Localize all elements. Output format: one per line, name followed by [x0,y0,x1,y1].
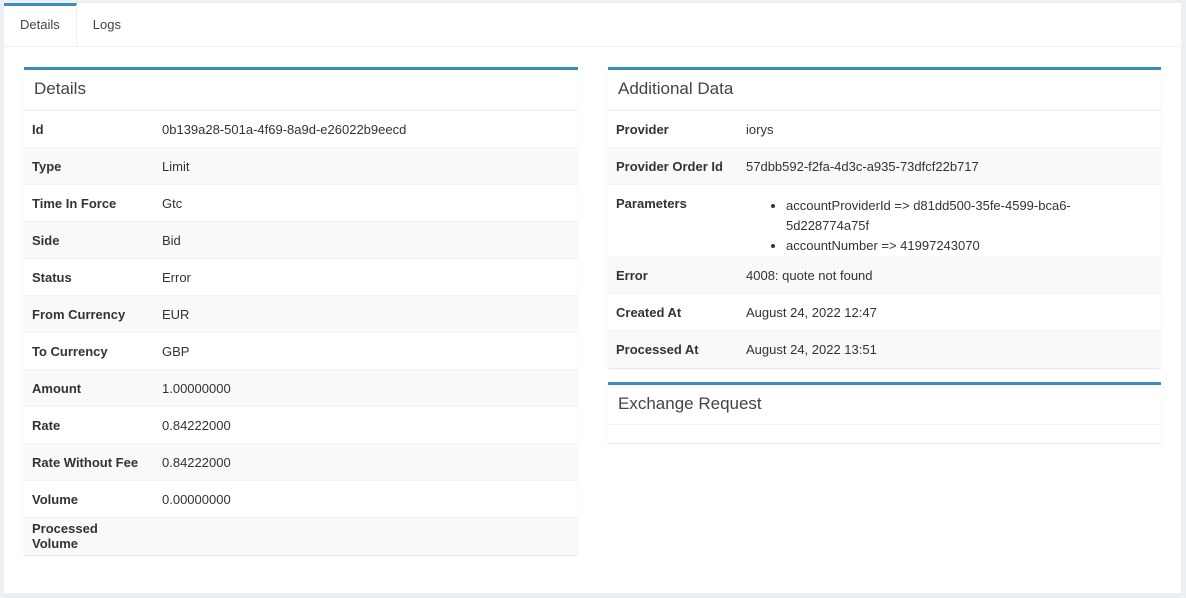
row-value: Bid [154,221,578,259]
row-value: Error [154,258,578,296]
provider-label: Provider [608,110,738,148]
row-value: Limit [154,147,578,185]
provider-order-id-label: Provider Order Id [608,147,738,185]
table-row: Provider iorys [608,110,1161,148]
row-label: Time In Force [24,184,154,222]
table-row: Type Limit [24,147,578,185]
table-row: To Currency GBP [24,332,578,370]
table-row: From Currency EUR [24,295,578,333]
parameters-label: Parameters [608,184,738,257]
table-row: Error 4008: quote not found [608,256,1161,294]
row-label: Processed Volume [24,517,154,555]
row-label: Amount [24,369,154,407]
tab-bar: Details Logs [4,3,1181,47]
table-row: Rate Without Fee 0.84222000 [24,443,578,481]
row-value: 1.00000000 [154,369,578,407]
row-label: Rate [24,406,154,444]
row-label: Type [24,147,154,185]
created-at-value: August 24, 2022 12:47 [738,293,1161,331]
table-row: Status Error [24,258,578,296]
parameter-item: accountNumber => 41997243070 [786,236,1153,256]
processed-at-label: Processed At [608,330,738,368]
tab-details[interactable]: Details [4,3,77,46]
exchange-request-title: Exchange Request [608,385,1161,425]
table-row: Amount 1.00000000 [24,369,578,407]
table-row: Processed Volume [24,517,578,555]
table-row: Created At August 24, 2022 12:47 [608,293,1161,331]
additional-data-title: Additional Data [608,70,1161,110]
content-panel: Details Logs Details Id 0b139a28-501a-4f6… [4,3,1181,593]
row-label: Side [24,221,154,259]
details-box: Details Id 0b139a28-501a-4f69-8a9d-e26022… [24,67,578,555]
row-label: Id [24,110,154,148]
table-row: Time In Force Gtc [24,184,578,222]
parameter-item: accountProviderId => d81dd500-35fe-4599-… [786,196,1153,236]
table-row: Id 0b139a28-501a-4f69-8a9d-e26022b9eecd [24,110,578,148]
row-value: 0.00000000 [154,480,578,518]
row-label: From Currency [24,295,154,333]
details-title: Details [24,70,578,110]
parameters-list: accountProviderId => d81dd500-35fe-4599-… [746,196,1153,256]
error-value: 4008: quote not found [738,256,1161,294]
table-row: Rate 0.84222000 [24,406,578,444]
row-label: Volume [24,480,154,518]
row-label: To Currency [24,332,154,370]
row-value: GBP [154,332,578,370]
created-at-label: Created At [608,293,738,331]
provider-order-id-value: 57dbb592-f2fa-4d3c-a935-73dfcf22b717 [738,147,1161,185]
table-row: Provider Order Id 57dbb592-f2fa-4d3c-a935… [608,147,1161,185]
additional-data-table: Provider iorys Provider Order Id 57dbb592-… [608,110,1161,368]
additional-data-box: Additional Data Provider iorys Provider O… [608,67,1161,368]
table-row: Processed At August 24, 2022 13:51 [608,330,1161,368]
table-row: Volume 0.00000000 [24,480,578,518]
details-table: Id 0b139a28-501a-4f69-8a9d-e26022b9eecd Ty… [24,110,578,555]
processed-at-value: August 24, 2022 13:51 [738,330,1161,368]
row-value [154,517,578,555]
tab-logs[interactable]: Logs [92,17,121,32]
row-value: 0.84222000 [154,406,578,444]
error-label: Error [608,256,738,294]
table-row: Side Bid [24,221,578,259]
table-row: Parameters accountProviderId => d81dd500… [608,184,1161,257]
row-value: 0.84222000 [154,443,578,481]
exchange-request-box: Exchange Request [608,382,1161,443]
row-value: 0b139a28-501a-4f69-8a9d-e26022b9eecd [154,110,578,148]
row-label: Rate Without Fee [24,443,154,481]
provider-value: iorys [738,110,1161,148]
row-value: Gtc [154,184,578,222]
row-value: EUR [154,295,578,333]
row-label: Status [24,258,154,296]
